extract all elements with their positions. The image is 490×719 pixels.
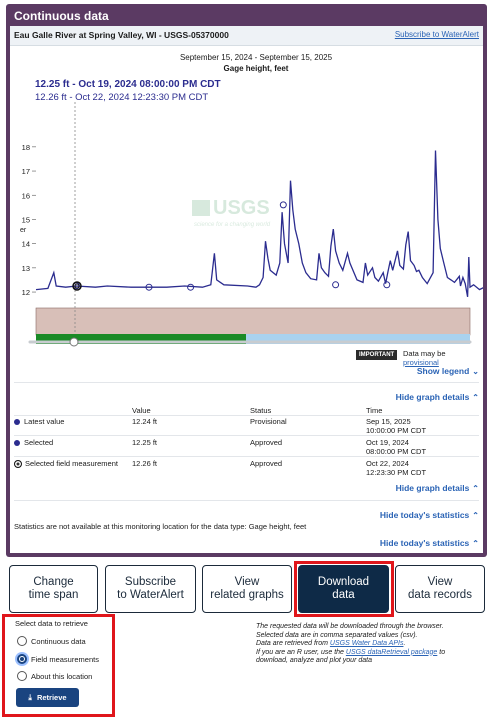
chevron-up-icon: ⌃	[472, 484, 479, 493]
download-data-button[interactable]: Download data	[298, 565, 389, 613]
radio-field-measurements[interactable]: Field measurements	[17, 654, 99, 664]
approved-bar	[36, 334, 246, 344]
continuous-data-panel: Continuous data Eau Galle River at Sprin…	[6, 4, 487, 557]
subscribe-wateralert-link[interactable]: Subscribe to WaterAlert	[394, 30, 479, 39]
y-axis-label: er	[20, 227, 27, 234]
y-tick-label: 13	[22, 264, 30, 273]
selected-field-measurement-marker	[72, 281, 82, 291]
site-header: Eau Galle River at Spring Valley, WI - U…	[10, 26, 483, 46]
usgs-watermark: USGS science for a changing world	[192, 197, 271, 228]
selected-dot-icon	[14, 440, 20, 447]
y-tick-label: 14	[22, 240, 30, 249]
download-info: The requested data will be downloaded th…	[256, 623, 446, 664]
y-tick-label: 12	[22, 288, 30, 297]
chevron-up-icon: ⌃	[472, 511, 479, 520]
retrieve-options-highlight	[2, 614, 115, 717]
radio-continuous-data[interactable]: Continuous data	[17, 636, 86, 646]
selected-readout: 12.25 ft - Oct 19, 2024 08:00:00 PM CDT	[35, 79, 221, 90]
hide-graph-details-toggle[interactable]: Hide graph details ⌃	[395, 392, 479, 402]
field-measurement-marker	[383, 281, 391, 289]
view-data-records-button[interactable]: View data records	[395, 565, 485, 613]
chart-parameter: Gage height, feet	[224, 64, 289, 73]
y-tick-label: 17	[22, 167, 30, 176]
y-axis-ticks: 18 17 16 15 14 13 12	[22, 143, 36, 297]
download-button-highlight	[294, 561, 394, 617]
retrieve-title: Select data to retrieve	[15, 619, 88, 628]
panel-title: Continuous data	[14, 9, 109, 23]
y-tick-label: 15	[22, 215, 30, 224]
view-related-graphs-button[interactable]: View related graphs	[202, 565, 292, 613]
field-measurement-marker	[145, 283, 153, 291]
hide-graph-details-toggle-2[interactable]: Hide graph details ⌃	[395, 483, 479, 493]
field-measurement-marker	[187, 283, 195, 291]
svg-text:science for a changing world: science for a changing world	[194, 222, 271, 228]
download-icon: ⤓	[28, 692, 32, 702]
latest-value-dot-icon	[14, 419, 20, 426]
provisional-link[interactable]: provisional	[403, 358, 439, 367]
radio-about-this-location[interactable]: About this location	[17, 671, 92, 681]
y-tick-label: 16	[22, 191, 30, 200]
gage-height-series-line	[35, 150, 483, 298]
retrieve-button[interactable]: ⤓ Retrieve	[16, 688, 79, 707]
dataretrieval-package-link[interactable]: USGS dataRetrieval package	[345, 648, 438, 656]
field-readout: 12.26 ft - Oct 22, 2024 12:23:30 PM CDT	[35, 92, 208, 103]
threshold-band	[35, 307, 471, 336]
chevron-up-icon: ⌃	[472, 393, 479, 402]
field-measurement-ring-icon	[14, 460, 22, 469]
site-name: Eau Galle River at Spring Valley, WI - U…	[14, 30, 229, 40]
notice-text: Data may be	[403, 349, 446, 358]
hide-todays-statistics-toggle[interactable]: Hide today's statistics ⌃	[379, 510, 479, 520]
chart-date-range: September 15, 2024 - September 15, 2025	[180, 53, 333, 62]
panel-body: Eau Galle River at Spring Valley, WI - U…	[10, 26, 483, 553]
show-legend-toggle[interactable]: Show legend ⌄	[416, 366, 479, 376]
subscribe-wateralert-button[interactable]: Subscribe to WaterAlert	[105, 565, 196, 613]
statistics-unavailable-note: Statistics are not available at this mon…	[14, 522, 307, 531]
provisional-notice: IMPORTANT Data may be provisional	[10, 348, 483, 367]
time-slider[interactable]	[10, 335, 483, 349]
selected-field-measurement-marker-inner	[74, 283, 80, 289]
chevron-down-icon: ⌄	[472, 367, 479, 376]
hide-todays-statistics-toggle-2[interactable]: Hide today's statistics ⌃	[379, 538, 479, 548]
field-measurement-marker	[332, 281, 340, 289]
water-data-apis-link[interactable]: USGS Water Data APIs	[329, 640, 404, 647]
radio-icon	[17, 636, 27, 646]
svg-text:USGS: USGS	[213, 197, 270, 219]
radio-icon	[17, 671, 27, 681]
field-measurement-marker	[279, 201, 287, 209]
provisional-bar	[246, 334, 470, 344]
change-time-span-button[interactable]: Change time span	[9, 565, 98, 613]
radio-checked-icon	[17, 654, 27, 664]
chevron-up-icon: ⌃	[472, 539, 479, 548]
important-badge: IMPORTANT	[356, 350, 398, 360]
y-tick-label: 18	[22, 143, 30, 152]
gage-height-chart[interactable]: September 15, 2024 - September 15, 2025 …	[10, 50, 483, 346]
time-slider-handle	[69, 337, 79, 347]
